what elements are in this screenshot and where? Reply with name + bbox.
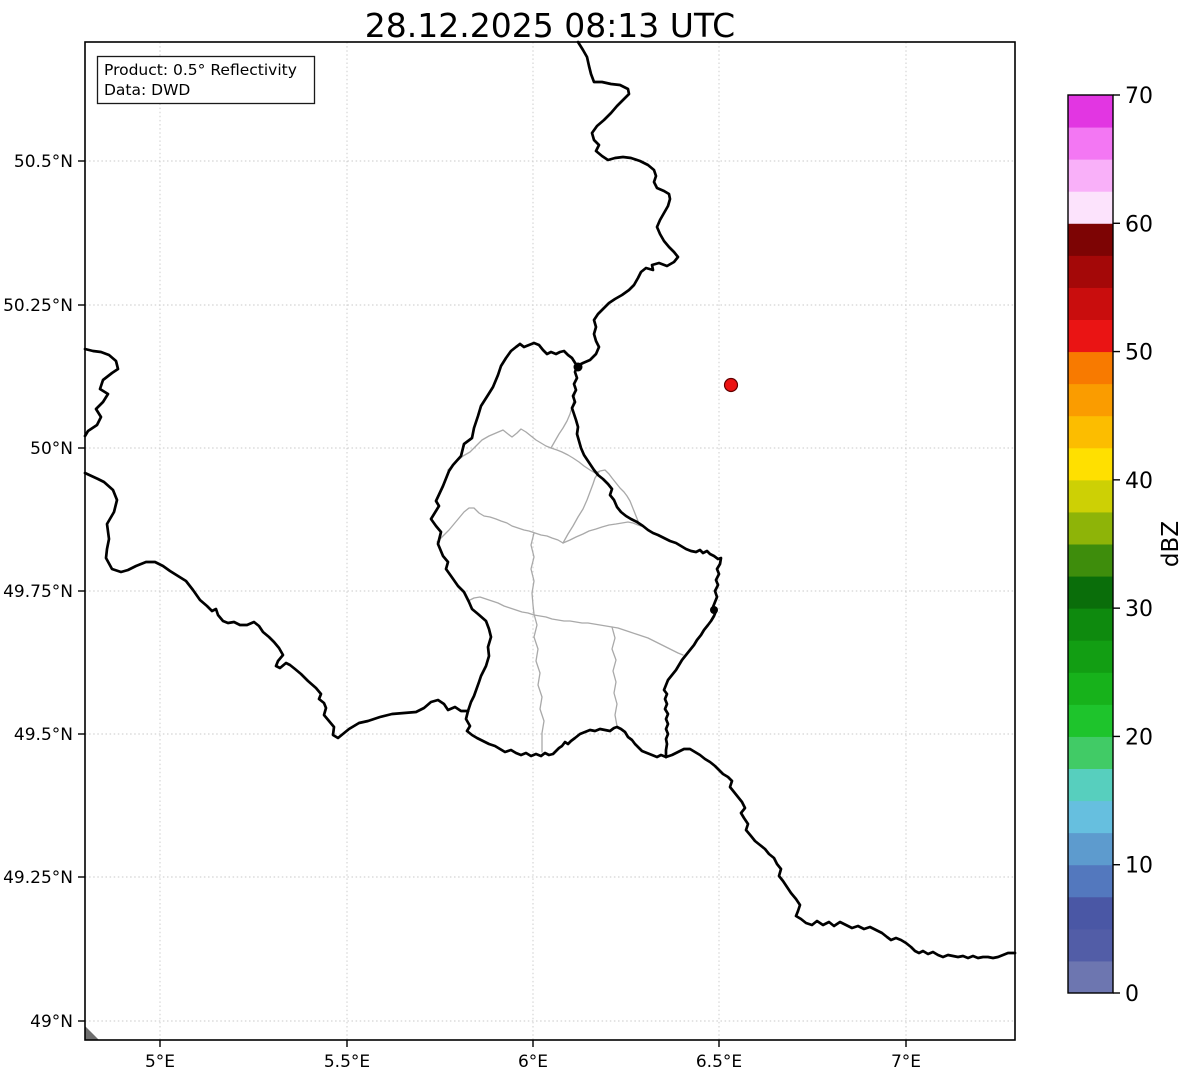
product-info-box-frame <box>96 55 316 105</box>
colorbar-segment <box>1068 928 1113 962</box>
colorbar-segment <box>1068 511 1113 545</box>
canton-line-north <box>447 428 639 522</box>
x-axis-tick-label: 6.5°E <box>696 1052 742 1072</box>
colorbar-segment <box>1068 159 1113 192</box>
product-info-line: Product: 0.5° Reflectivity <box>104 61 297 79</box>
y-axis-tick-label: 49.5°N <box>14 725 73 745</box>
colorbar-segment <box>1068 383 1113 417</box>
canton-line-middle-east <box>562 521 642 544</box>
y-axis-tick-label: 50°N <box>30 439 73 459</box>
canton-line-middle-west <box>436 507 564 544</box>
x-axis-tick-label: 7°E <box>891 1052 921 1072</box>
y-axis-tick-label: 49.25°N <box>3 868 73 888</box>
y-axis-tick-label: 50.5°N <box>14 152 73 172</box>
colorbar-tick-label: 60 <box>1125 212 1153 237</box>
colorbar-frame <box>1067 94 1114 994</box>
colorbar-segment <box>1068 832 1113 866</box>
colorbar-segment <box>1068 127 1113 160</box>
colorbar-segment <box>1068 704 1113 737</box>
colorbar-segment <box>1068 255 1113 288</box>
colorbar-segment <box>1068 95 1113 128</box>
colorbar-segment <box>1068 576 1113 609</box>
colorbar-segment <box>1068 864 1113 898</box>
plot-frame <box>84 41 1016 1041</box>
y-axis-tick-label: 50.25°N <box>3 296 73 316</box>
luxembourg-germany-border <box>570 364 723 759</box>
colorbar-tick-label: 50 <box>1125 341 1153 366</box>
luxembourg-north-border <box>518 341 579 368</box>
colorbar-segment <box>1068 640 1113 673</box>
colorbar-segment <box>1068 544 1113 577</box>
colorbar-segment <box>1068 800 1113 834</box>
colorbar-segment <box>1068 960 1113 994</box>
canton-line-vertical-east <box>611 626 618 727</box>
france-givet-salient <box>83 347 120 438</box>
corner-border-fragment <box>85 1026 99 1040</box>
colorbar-segment <box>1068 608 1113 641</box>
x-axis-tick-label: 5.5°E <box>324 1052 370 1072</box>
colorbar-segment <box>1068 447 1113 481</box>
colorbar-segment <box>1068 896 1113 930</box>
data-source-line: Data: DWD <box>104 81 190 99</box>
colorbar-segment <box>1068 736 1113 769</box>
colorbar-segment <box>1068 479 1113 513</box>
border-knot <box>710 606 718 614</box>
product-info-box: Product: 0.5° Reflectivity Data: DWD <box>96 55 316 105</box>
colorbar-tick-label: 10 <box>1125 854 1153 879</box>
colorbar-tick-label: 20 <box>1125 725 1153 750</box>
map-layers: 5°E 5.5°E 6°E 6.5°E 7°E 50.5°N 50.25°N 50°N 49.7… <box>3 40 1153 1072</box>
colorbar-tick-label: 70 <box>1125 84 1153 109</box>
figure-title: 28.12.2025 08:13 UTC <box>365 6 735 45</box>
colorbar-segment <box>1068 351 1113 385</box>
colorbar-tick-label: 0 <box>1125 982 1139 1007</box>
colorbar-unit-label: dBZ <box>1158 521 1184 567</box>
colorbar-segment <box>1068 287 1113 320</box>
france-belgium-border <box>83 471 470 740</box>
luxembourg-south-border <box>464 709 668 759</box>
colorbar-tick-label: 30 <box>1125 597 1153 622</box>
y-axis-tick-label: 49.75°N <box>3 582 73 602</box>
border-knot <box>573 362 583 372</box>
colorbar-tick-label: 40 <box>1125 469 1153 494</box>
belgium-germany-border <box>575 40 680 368</box>
luxembourg-west-border <box>429 342 522 713</box>
france-germany-border <box>664 747 1017 960</box>
colorbar-segment <box>1068 191 1113 224</box>
x-axis-tick-label: 6°E <box>518 1052 548 1072</box>
canton-line-diagonal <box>562 471 600 544</box>
colorbar-segment <box>1068 223 1113 256</box>
colorbar-segment <box>1068 319 1113 353</box>
y-axis-tick-label: 49°N <box>30 1012 73 1032</box>
colorbar-segment <box>1068 415 1113 449</box>
canton-line-vertical-west <box>530 532 545 753</box>
radar-location-dot <box>723 377 739 393</box>
x-axis-tick-label: 5°E <box>145 1052 175 1072</box>
canton-line-south-row <box>467 596 684 656</box>
colorbar-segment <box>1068 768 1113 802</box>
colorbar-segment <box>1068 672 1113 705</box>
